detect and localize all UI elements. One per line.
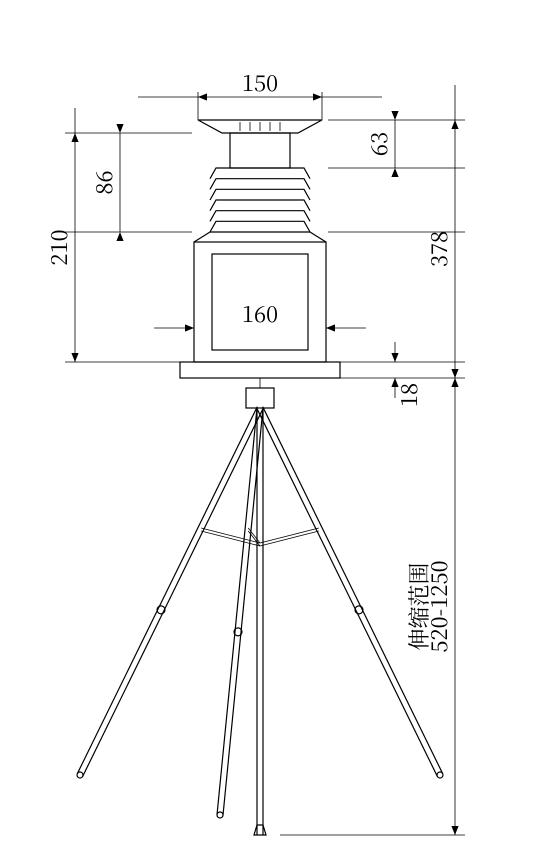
svg-text:伸缩范围: 伸缩范围: [403, 562, 434, 650]
svg-text:160: 160: [242, 298, 278, 329]
svg-text:378: 378: [423, 231, 454, 267]
svg-text:63: 63: [363, 132, 394, 156]
svg-text:18: 18: [393, 383, 424, 407]
svg-text:210: 210: [43, 229, 74, 265]
svg-text:150: 150: [242, 67, 278, 98]
svg-text:86: 86: [88, 170, 119, 194]
